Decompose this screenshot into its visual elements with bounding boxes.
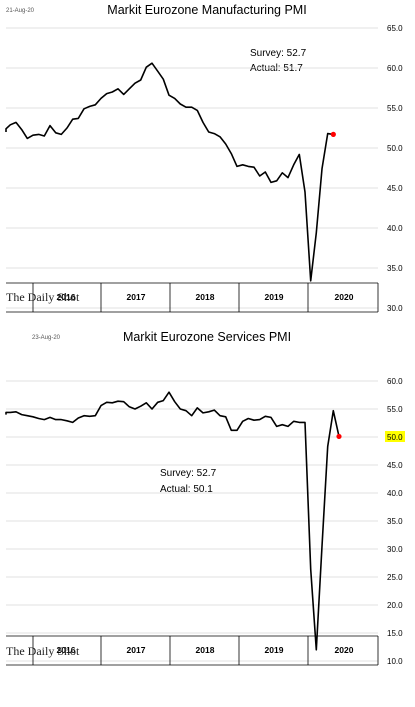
- latest-point-marker: [336, 433, 342, 440]
- x-tick-label: 2019: [265, 292, 284, 302]
- x-tick-label: 2017: [127, 645, 146, 655]
- y-axis-ticks: 65.0 60.0 55.0 50.0 45.0 40.0 35.0 30.0: [387, 24, 403, 313]
- x-tick-label: 2016: [57, 645, 76, 655]
- chart-date: 23-Aug-20: [32, 335, 61, 341]
- brand-logo: The Daily Shot: [6, 644, 80, 658]
- y-tick-label: 60.0: [387, 64, 403, 73]
- y-tick-label: 55.0: [387, 405, 403, 414]
- plot-area: [5, 391, 342, 651]
- y-tick-label: 60.0: [387, 377, 403, 386]
- series-line: [5, 62, 334, 282]
- y-tick-label: 65.0: [387, 24, 403, 33]
- y-tick-label: 55.0: [387, 104, 403, 113]
- y-tick-label: 50.0: [387, 433, 403, 442]
- services-pmi-chart: 23-Aug-20 Markit Eurozone Services PMI S…: [5, 330, 405, 666]
- manufacturing-pmi-panel: 21-Aug-20 Markit Eurozone Manufacturing …: [0, 0, 415, 320]
- x-tick-label: 2016: [57, 292, 76, 302]
- y-tick-label: 50.0: [387, 144, 403, 153]
- plot-area: [5, 62, 336, 282]
- grid-lines: [6, 380, 378, 662]
- survey-annotation: Survey: 52.7: [250, 48, 307, 59]
- y-tick-label: 40.0: [387, 224, 403, 233]
- chart-title: Markit Eurozone Manufacturing PMI: [107, 3, 306, 17]
- y-tick-label: 30.0: [387, 545, 403, 554]
- x-axis-years: 2016 2017 2018 2019 2020: [6, 282, 379, 313]
- x-tick-label: 2018: [196, 292, 215, 302]
- y-tick-label: 10.0: [387, 657, 403, 666]
- actual-annotation: Actual: 50.1: [160, 484, 213, 495]
- brand-logo: The Daily Shot: [6, 290, 80, 304]
- chart-title: Markit Eurozone Services PMI: [123, 330, 291, 344]
- y-tick-label: 35.0: [387, 517, 403, 526]
- manufacturing-pmi-chart: 21-Aug-20 Markit Eurozone Manufacturing …: [5, 3, 403, 313]
- y-tick-label: 35.0: [387, 264, 403, 273]
- y-tick-label: 15.0: [387, 629, 403, 638]
- x-tick-label: 2020: [335, 645, 354, 655]
- x-tick-label: 2020: [335, 292, 354, 302]
- y-tick-label: 20.0: [387, 601, 403, 610]
- y-tick-label: 40.0: [387, 489, 403, 498]
- x-tick-label: 2019: [265, 645, 284, 655]
- y-tick-label: 45.0: [387, 461, 403, 470]
- series-line: [5, 391, 340, 651]
- survey-annotation: Survey: 52.7: [160, 468, 217, 479]
- y-tick-label: 25.0: [387, 573, 403, 582]
- y-axis-ticks: 60.0 55.0 50.0 45.0 40.0 35.0 30.0 25.0 20.0 15.0…: [385, 377, 405, 666]
- y-tick-label: 45.0: [387, 184, 403, 193]
- x-tick-label: 2018: [196, 645, 215, 655]
- tick-highlight: [385, 431, 405, 442]
- actual-annotation: Actual: 51.7: [250, 63, 303, 74]
- latest-point-marker: [330, 131, 336, 137]
- services-pmi-panel: 23-Aug-20 Markit Eurozone Services PMI S…: [0, 325, 415, 695]
- y-tick-label: 30.0: [387, 304, 403, 313]
- chart-date: 21-Aug-20: [6, 8, 35, 14]
- x-tick-label: 2017: [127, 292, 146, 302]
